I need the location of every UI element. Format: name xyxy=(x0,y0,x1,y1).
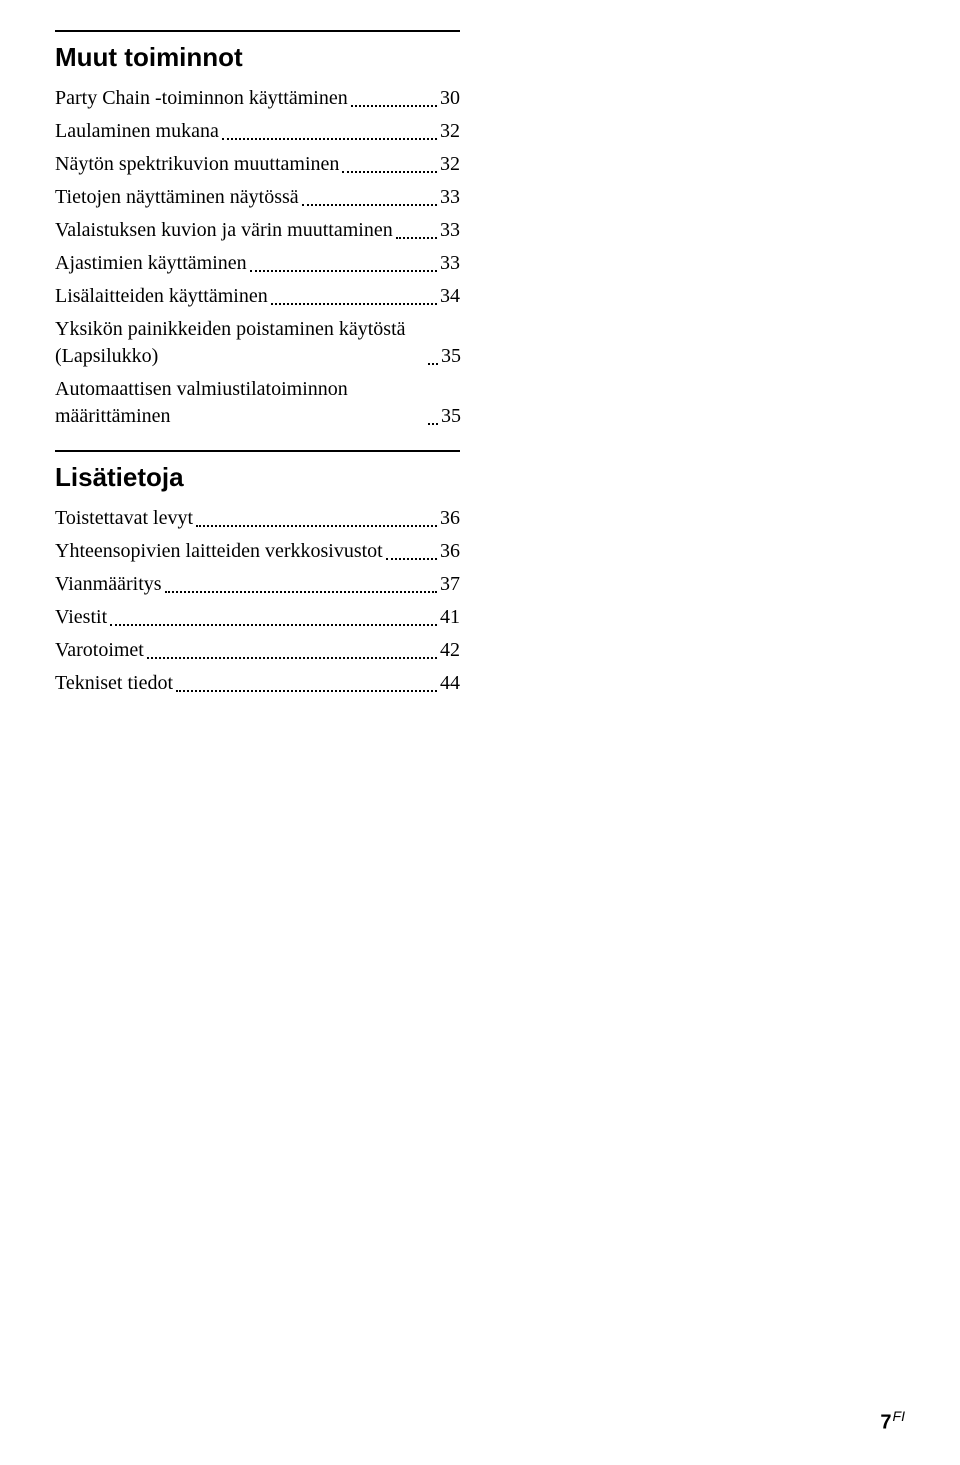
page-locale-suffix: FI xyxy=(893,1408,905,1424)
toc-page-number: 33 xyxy=(440,250,460,277)
toc-leader-dots xyxy=(428,363,438,365)
section-heading: Muut toiminnot xyxy=(55,42,500,73)
toc-title: Ajastimien käyttäminen xyxy=(55,250,247,277)
toc-page-number: 41 xyxy=(440,604,460,631)
toc-leader-dots xyxy=(250,270,437,272)
toc-title: Lisälaitteiden käyttäminen xyxy=(55,283,268,310)
toc-page-number: 32 xyxy=(440,151,460,178)
toc-page-number: 36 xyxy=(440,505,460,532)
toc-title: Valaistuksen kuvion ja värin muuttaminen xyxy=(55,217,393,244)
toc-page-number: 35 xyxy=(441,403,461,430)
toc-title: Tietojen näyttäminen näytössä xyxy=(55,184,299,211)
toc-page-number: 34 xyxy=(440,283,460,310)
toc-title: Yksikön painikkeiden poistaminen käytöst… xyxy=(55,316,425,370)
toc-page-number: 32 xyxy=(440,118,460,145)
section-heading: Lisätietoja xyxy=(55,462,500,493)
toc-leader-dots xyxy=(165,591,437,593)
toc-entry: Viestit 41 xyxy=(55,604,460,631)
toc-page-number: 42 xyxy=(440,637,460,664)
toc-entry: Varotoimet 42 xyxy=(55,637,460,664)
toc-list: Toistettavat levyt 36 Yhteensopivien lai… xyxy=(55,505,460,697)
toc-leader-dots xyxy=(196,525,437,527)
toc-entry: Tietojen näyttäminen näytössä 33 xyxy=(55,184,460,211)
toc-section: Muut toiminnot Party Chain -toiminnon kä… xyxy=(55,30,500,430)
toc-page-number: 35 xyxy=(441,343,461,370)
toc-entry: Yhteensopivien laitteiden verkkosivustot… xyxy=(55,538,460,565)
toc-entry: Toistettavat levyt 36 xyxy=(55,505,460,532)
toc-leader-dots xyxy=(176,690,437,692)
toc-page-number: 36 xyxy=(440,538,460,565)
toc-entry: Ajastimien käyttäminen 33 xyxy=(55,250,460,277)
toc-leader-dots xyxy=(222,138,437,140)
toc-entry: Party Chain -toiminnon käyttäminen 30 xyxy=(55,85,460,112)
toc-content: Muut toiminnot Party Chain -toiminnon kä… xyxy=(0,0,500,697)
toc-leader-dots xyxy=(110,624,437,626)
toc-entry: Näytön spektrikuvion muuttaminen 32 xyxy=(55,151,460,178)
toc-title: Party Chain -toiminnon käyttäminen xyxy=(55,85,348,112)
toc-leader-dots xyxy=(271,303,437,305)
toc-leader-dots xyxy=(386,558,437,560)
toc-leader-dots xyxy=(342,171,437,173)
page-footer: 7FI xyxy=(880,1408,905,1435)
toc-title: Tekniset tiedot xyxy=(55,670,173,697)
toc-title: Toistettavat levyt xyxy=(55,505,193,532)
toc-title: Yhteensopivien laitteiden verkkosivustot xyxy=(55,538,383,565)
toc-page-number: 44 xyxy=(440,670,460,697)
page-number: 7 xyxy=(880,1412,891,1434)
section-divider xyxy=(55,30,460,32)
toc-list: Party Chain -toiminnon käyttäminen 30 La… xyxy=(55,85,460,430)
toc-leader-dots xyxy=(428,423,438,425)
toc-page-number: 33 xyxy=(440,217,460,244)
toc-page-number: 33 xyxy=(440,184,460,211)
toc-entry: Lisälaitteiden käyttäminen 34 xyxy=(55,283,460,310)
toc-section: Lisätietoja Toistettavat levyt 36 Yhteen… xyxy=(55,450,500,697)
toc-title: Viestit xyxy=(55,604,107,631)
toc-entry: Vianmääritys 37 xyxy=(55,571,460,598)
toc-title: Automaattisen valmiustilatoiminnon määri… xyxy=(55,376,425,430)
toc-entry: Yksikön painikkeiden poistaminen käytöst… xyxy=(55,316,460,370)
toc-entry: Laulaminen mukana 32 xyxy=(55,118,460,145)
toc-page-number: 37 xyxy=(440,571,460,598)
toc-entry: Automaattisen valmiustilatoiminnon määri… xyxy=(55,376,460,430)
toc-leader-dots xyxy=(302,204,437,206)
toc-title: Laulaminen mukana xyxy=(55,118,219,145)
toc-title: Näytön spektrikuvion muuttaminen xyxy=(55,151,339,178)
toc-page-number: 30 xyxy=(440,85,460,112)
toc-title: Vianmääritys xyxy=(55,571,162,598)
toc-title: Varotoimet xyxy=(55,637,144,664)
toc-leader-dots xyxy=(396,237,437,239)
toc-entry: Valaistuksen kuvion ja värin muuttaminen… xyxy=(55,217,460,244)
section-divider xyxy=(55,450,460,452)
toc-entry: Tekniset tiedot 44 xyxy=(55,670,460,697)
toc-leader-dots xyxy=(147,657,437,659)
toc-leader-dots xyxy=(351,105,437,107)
